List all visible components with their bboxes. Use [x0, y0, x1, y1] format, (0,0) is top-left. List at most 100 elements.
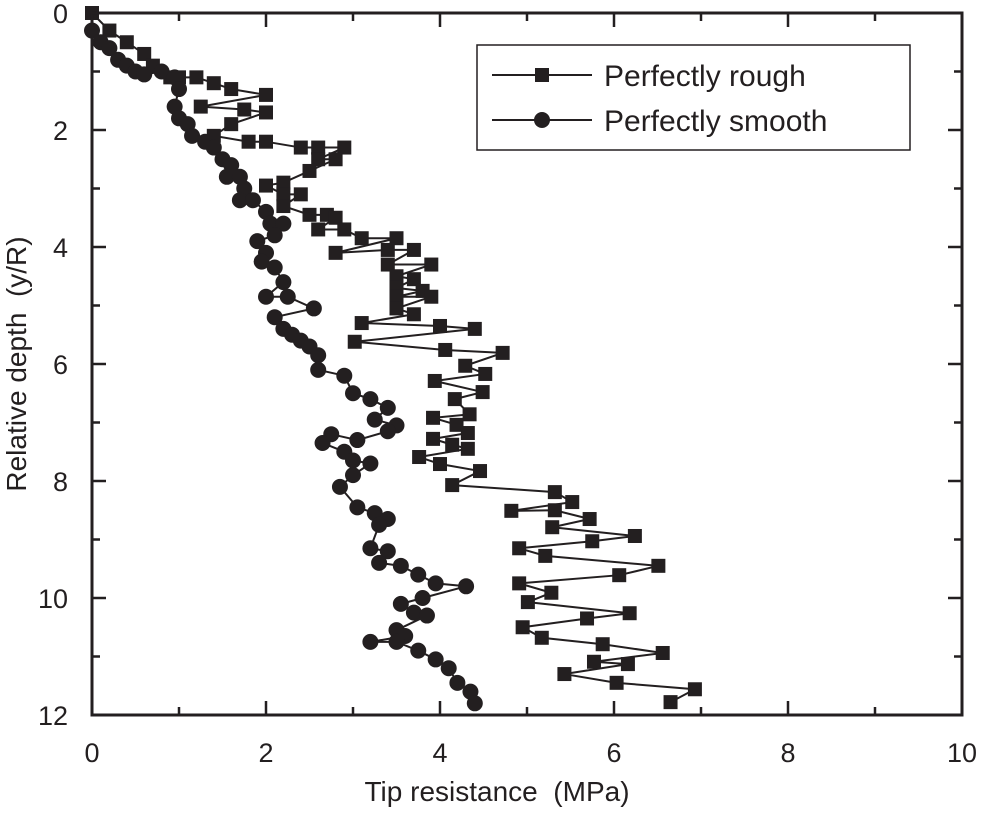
data-point-square — [462, 407, 477, 422]
data-point-circle — [458, 578, 475, 595]
data-point-square — [241, 134, 256, 149]
data-point-square — [406, 307, 421, 322]
data-point-circle — [253, 253, 270, 270]
legend-box — [476, 44, 911, 151]
data-point-square — [433, 457, 447, 472]
data-point-square — [426, 431, 441, 446]
x-tick-labels: 0 2 4 6 8 10 — [84, 738, 977, 768]
y-tick-label: 2 — [53, 116, 68, 146]
data-point-circle — [231, 192, 248, 209]
data-point-circle — [249, 233, 266, 250]
data-point-square — [389, 289, 404, 304]
data-point-square — [193, 99, 208, 114]
data-point-circle — [362, 391, 379, 408]
data-point-circle — [362, 455, 379, 472]
data-point-square — [389, 269, 404, 284]
data-point-square — [224, 82, 239, 97]
data-point-square — [389, 301, 404, 316]
data-point-square — [467, 321, 482, 336]
x-tick-label: 8 — [780, 738, 795, 768]
data-point-square — [337, 140, 352, 155]
data-point-square — [276, 187, 291, 202]
data-point-square — [380, 242, 395, 257]
legend-label-rough: Perfectly rough — [604, 60, 806, 93]
data-point-circle — [266, 259, 283, 276]
data-point-circle — [371, 554, 388, 571]
data-point-circle — [427, 575, 444, 592]
data-point-square — [259, 105, 273, 120]
y-tick-label: 10 — [38, 584, 68, 614]
data-point-circle — [171, 81, 187, 98]
data-point-square — [445, 437, 460, 452]
data-point-square — [547, 503, 562, 518]
data-point-circle — [388, 633, 405, 650]
data-point-circle — [349, 499, 366, 516]
data-point-circle — [366, 411, 383, 428]
data-point-square — [512, 576, 527, 591]
data-point-square — [687, 682, 702, 697]
data-point-square — [406, 272, 421, 287]
data-point-square — [293, 187, 308, 202]
data-point-circle — [345, 452, 361, 469]
data-point-square — [586, 654, 601, 669]
legend-marker-square — [535, 68, 549, 82]
data-point-circle — [410, 642, 427, 659]
data-point-square — [512, 541, 527, 556]
series-perfectly-smooth — [84, 22, 483, 712]
data-point-square — [580, 611, 595, 626]
data-point-circle — [392, 557, 409, 574]
y-tick-label: 0 — [53, 0, 68, 29]
data-point-square — [206, 76, 221, 91]
data-point-square — [389, 231, 404, 246]
y-tick-labels: 0 2 4 6 8 10 12 — [38, 0, 68, 731]
data-point-square — [354, 231, 369, 246]
data-point-square — [585, 534, 600, 549]
data-point-square — [582, 512, 597, 527]
data-point-circle — [244, 192, 261, 209]
data-point-square — [473, 464, 488, 479]
data-point-square — [354, 316, 369, 331]
x-tick-label: 6 — [606, 738, 621, 768]
data-point-circle — [275, 215, 292, 232]
data-point-square — [328, 210, 343, 225]
data-point-square — [302, 163, 317, 178]
data-point-circle — [279, 288, 296, 305]
data-point-square — [627, 528, 642, 543]
data-point-square — [445, 478, 460, 493]
data-point-circle — [392, 595, 409, 612]
ticks-layer — [90, 11, 964, 717]
data-point-square — [515, 620, 530, 635]
data-point-square — [102, 23, 117, 38]
data-point-square — [311, 140, 326, 155]
data-point-circle — [362, 540, 379, 557]
data-point-square — [544, 585, 559, 600]
data-point-square — [651, 558, 666, 573]
data-point-circle — [336, 367, 353, 384]
y-tick-label: 4 — [53, 233, 68, 263]
data-point-square — [119, 35, 134, 50]
data-point-circle — [466, 695, 483, 712]
data-point-circle — [266, 227, 283, 244]
data-point-square — [475, 385, 490, 400]
data-point-square — [460, 441, 475, 456]
data-point-square — [612, 568, 627, 583]
data-point-circle — [314, 434, 331, 451]
data-point-square — [538, 548, 553, 563]
data-point-circle — [379, 399, 396, 416]
series-layer — [84, 6, 702, 712]
data-point-square — [478, 366, 493, 381]
data-point-square — [412, 450, 427, 465]
data-point-square — [460, 426, 475, 441]
data-point-circle — [414, 590, 431, 606]
data-point-circle — [345, 385, 361, 402]
data-point-square — [424, 257, 439, 272]
x-tick-label: 4 — [432, 738, 447, 768]
data-point-circle — [379, 423, 396, 440]
x-tick-label: 10 — [947, 738, 977, 768]
data-point-square — [655, 645, 670, 660]
x-axis-title: Tip resistance (MPa) — [364, 776, 629, 807]
data-point-square — [276, 199, 291, 214]
y-tick-label: 6 — [53, 350, 68, 380]
y-tick-label: 12 — [38, 701, 68, 731]
data-point-circle — [362, 633, 379, 650]
